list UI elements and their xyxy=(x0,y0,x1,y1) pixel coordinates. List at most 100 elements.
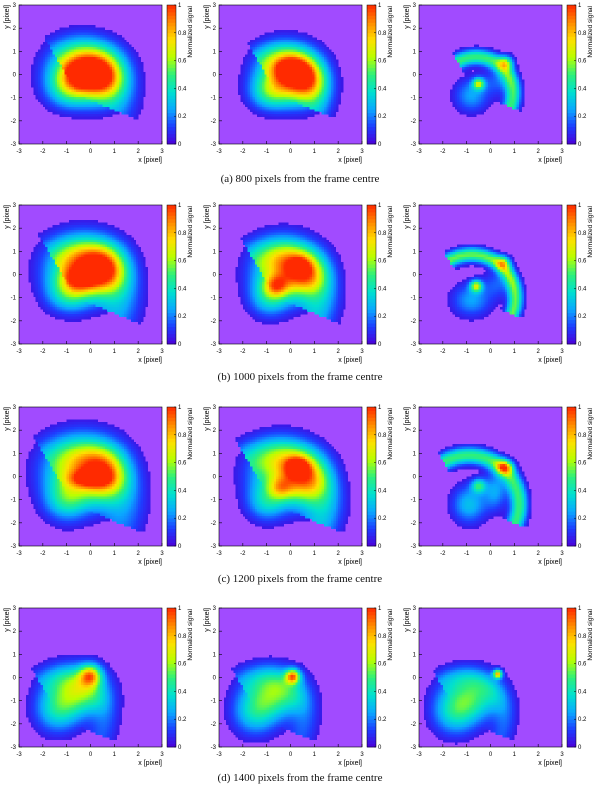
heatmap-cell xyxy=(514,69,518,73)
heatmap-cell xyxy=(80,67,84,70)
heatmap-cell xyxy=(331,72,334,75)
y-axis-label: y [pixel] xyxy=(404,5,411,29)
heatmap-cell xyxy=(283,44,287,48)
heatmap-cell xyxy=(490,74,494,78)
heatmap-cell xyxy=(116,99,120,103)
heatmap-cell xyxy=(107,29,110,33)
heatmap-cell xyxy=(295,39,299,43)
heatmap-cell xyxy=(461,64,465,68)
heatmap-cell xyxy=(319,89,322,93)
heatmap-cell xyxy=(247,89,251,93)
colorbar-segment xyxy=(367,67,376,72)
heatmap-cell xyxy=(40,79,44,83)
heatmap-cell xyxy=(276,81,279,85)
heatmap-cell xyxy=(295,52,299,56)
heatmap-cell xyxy=(309,54,313,58)
heatmap-cell xyxy=(514,96,518,100)
heatmap-cell xyxy=(295,101,299,105)
heatmap-cell xyxy=(47,249,51,253)
heatmap-cell xyxy=(102,69,106,73)
heatmap-cell xyxy=(61,81,65,85)
heatmap-cell xyxy=(471,67,475,70)
heatmap-cell xyxy=(319,69,322,73)
heatmap-cell xyxy=(116,76,120,80)
heatmap-cell xyxy=(35,289,39,293)
heatmap-cell xyxy=(97,114,101,118)
heatmap-cell xyxy=(88,222,91,226)
heatmap-cell xyxy=(311,114,315,118)
heatmap-cell xyxy=(114,111,118,115)
heatmap-cell xyxy=(59,106,63,110)
heatmap-cell xyxy=(97,249,101,253)
heatmap-cell xyxy=(264,72,268,75)
heatmap-cell xyxy=(54,74,58,78)
heatmap-cell xyxy=(471,52,475,56)
heatmap-cell xyxy=(131,249,134,253)
heatmap-cell xyxy=(259,114,263,118)
heatmap-cell xyxy=(111,39,115,43)
heatmap-cell xyxy=(88,104,91,108)
heatmap-cell xyxy=(261,47,265,51)
heatmap-cell xyxy=(466,81,470,85)
heatmap-cell xyxy=(80,101,84,105)
heatmap-cell xyxy=(257,94,260,98)
heatmap-cell xyxy=(83,219,87,223)
heatmap-cell xyxy=(302,67,306,70)
heatmap-cell xyxy=(64,37,68,41)
heatmap-cell xyxy=(85,264,89,268)
heatmap-cell xyxy=(85,239,89,243)
y-tick-label: -2 xyxy=(11,119,17,125)
heatmap-cell xyxy=(116,232,120,236)
heatmap-cell xyxy=(69,219,72,223)
heatmap-cell xyxy=(76,81,79,85)
heatmap-cell xyxy=(252,72,256,75)
heatmap-cell xyxy=(83,276,87,280)
heatmap-cell xyxy=(333,106,337,110)
heatmap-cell xyxy=(90,244,94,248)
heatmap-cell xyxy=(59,37,63,41)
heatmap-cell xyxy=(519,81,522,85)
heatmap-cell xyxy=(476,72,479,75)
heatmap-cell xyxy=(492,91,496,95)
heatmap-cell xyxy=(309,106,313,110)
heatmap-cell xyxy=(273,104,277,108)
heatmap-cell xyxy=(61,27,65,31)
heatmap-cell xyxy=(145,272,149,275)
heatmap-cell xyxy=(49,286,53,290)
heatmap-cell xyxy=(59,34,63,38)
heatmap-cell xyxy=(57,89,60,93)
heatmap-cell xyxy=(100,64,103,68)
heatmap-cell xyxy=(104,249,108,253)
heatmap-cell xyxy=(42,52,46,56)
heatmap-cell xyxy=(78,237,82,241)
heatmap-cell xyxy=(476,54,479,58)
heatmap-cell xyxy=(476,74,479,78)
heatmap-cell xyxy=(469,69,472,73)
heatmap-cell xyxy=(459,91,463,95)
heatmap-cell xyxy=(42,269,46,273)
heatmap-cell xyxy=(92,67,96,70)
heatmap-cell xyxy=(114,72,118,75)
heatmap-cell xyxy=(61,37,65,41)
heatmap-cell xyxy=(480,104,484,108)
heatmap-cell xyxy=(309,74,313,78)
heatmap-cell xyxy=(319,76,322,80)
heatmap-cell xyxy=(76,262,79,265)
heatmap-cell xyxy=(131,281,134,285)
heatmap-cell xyxy=(238,89,241,93)
heatmap-cell xyxy=(92,286,96,290)
heatmap-cell xyxy=(83,114,87,118)
heatmap-cell xyxy=(507,94,510,98)
heatmap-cell xyxy=(33,286,37,290)
heatmap-cell xyxy=(49,57,53,61)
heatmap-cell xyxy=(131,72,134,75)
heatmap-cell xyxy=(119,276,122,280)
heatmap-cell xyxy=(473,81,477,85)
heatmap-cell xyxy=(78,52,82,56)
colorbar-segment xyxy=(167,95,176,100)
heatmap-cell xyxy=(107,54,110,58)
heatmap-cell xyxy=(292,39,296,43)
heatmap-cell xyxy=(480,101,484,105)
heatmap-cell xyxy=(142,72,146,75)
heatmap-cell xyxy=(45,57,48,61)
